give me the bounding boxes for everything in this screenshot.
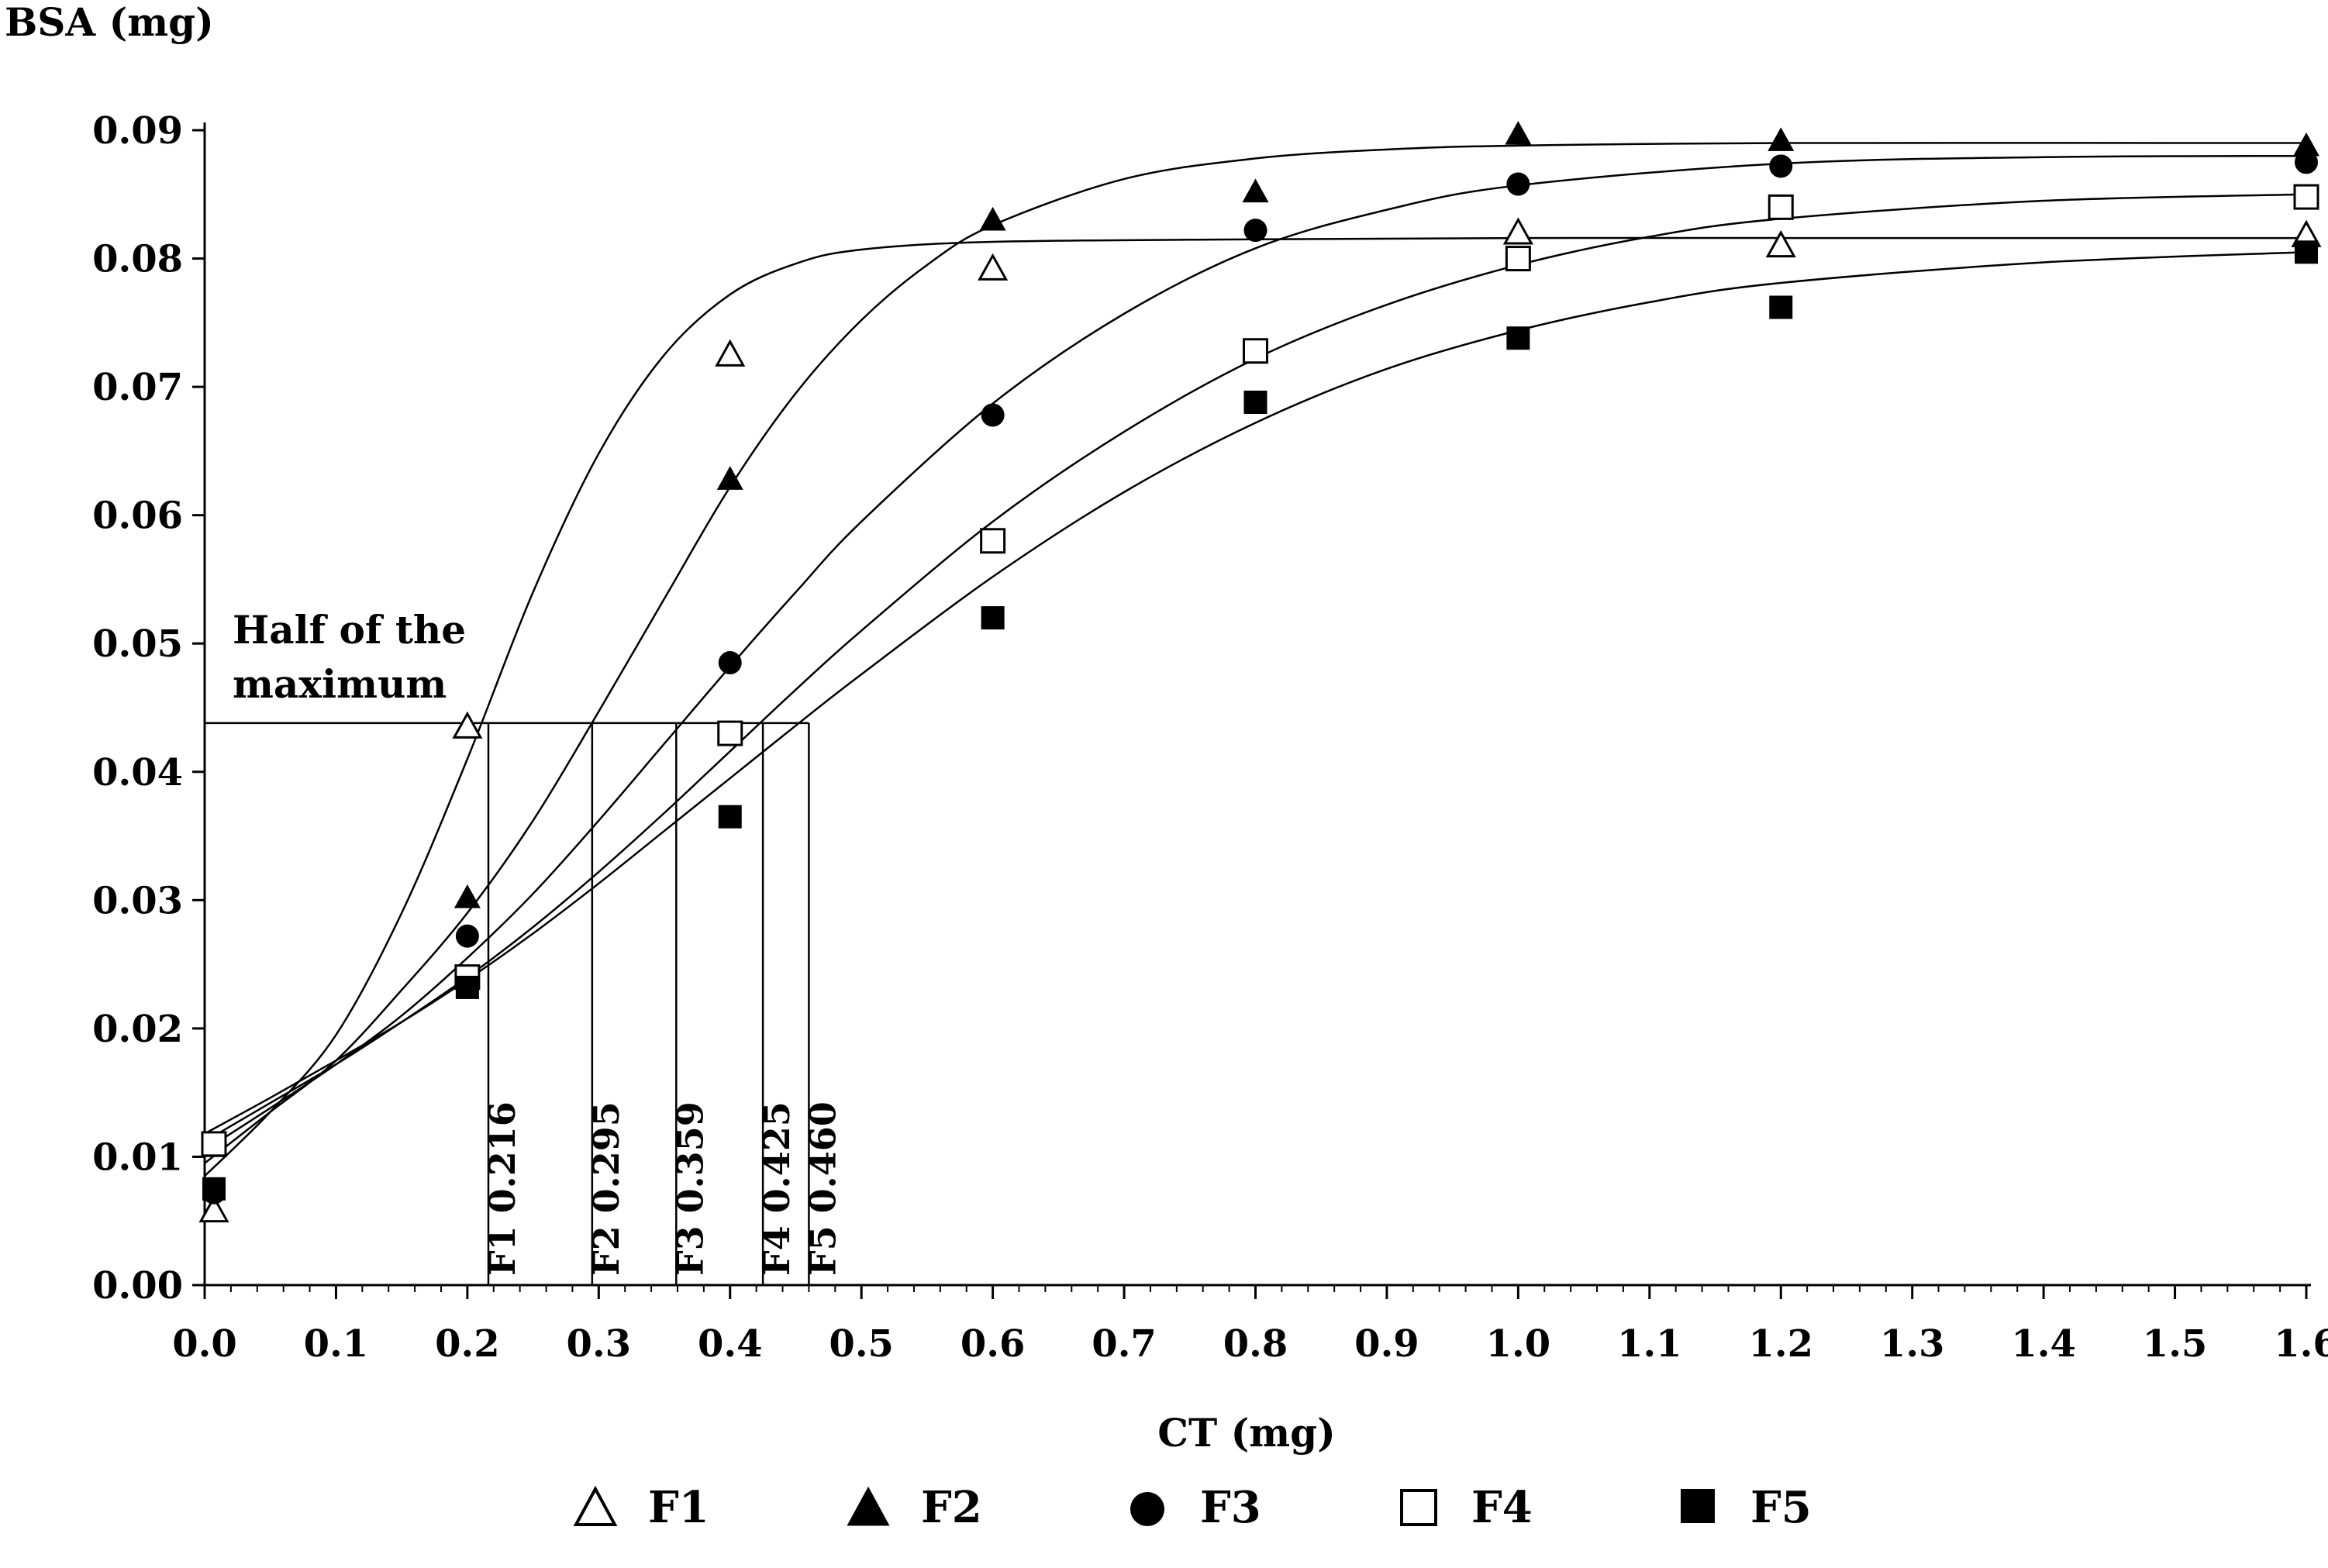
marker-f5 bbox=[718, 805, 742, 829]
y-tick-label: 0.05 bbox=[92, 622, 183, 666]
marker-f1 bbox=[452, 711, 483, 739]
fit-curve-f2 bbox=[204, 142, 2307, 1164]
marker-f1 bbox=[715, 339, 746, 367]
legend-label-f2: F2 bbox=[921, 1482, 982, 1533]
marker-f2 bbox=[454, 884, 481, 908]
legend: F1 F2 F3 F4 F5 bbox=[0, 1461, 2328, 1554]
x-tick-label: 1.4 bbox=[2011, 1322, 2076, 1366]
half-max-value-f1: F1 0.216 bbox=[481, 1101, 523, 1276]
half-max-label-line1: Half of the bbox=[233, 607, 466, 653]
chart-plot: 0.00 0.01 0.02 0.03 0.04 0.05 0.06 0.07 0.08 0.09… bbox=[5, 0, 2328, 1456]
legend-item-f2: F2 bbox=[845, 1461, 982, 1554]
open-square-icon bbox=[1400, 1489, 1437, 1526]
x-tick-label: 0.3 bbox=[567, 1322, 632, 1366]
marker-f2 bbox=[1242, 178, 1269, 203]
marker-f2 bbox=[2293, 132, 2319, 157]
x-tick-label: 1.1 bbox=[1617, 1322, 1682, 1366]
marker-f5 bbox=[455, 975, 479, 999]
x-tick-label: 0.6 bbox=[961, 1322, 1026, 1366]
marker-f3 bbox=[1506, 172, 1530, 196]
marker-f3 bbox=[2295, 150, 2318, 174]
marker-f3 bbox=[1769, 154, 1793, 178]
marker-f2 bbox=[716, 466, 743, 490]
legend-label-f5: F5 bbox=[1750, 1482, 1812, 1533]
marker-f1 bbox=[978, 253, 1009, 281]
marker-f1 bbox=[1502, 217, 1533, 245]
y-tick-label: 0.01 bbox=[92, 1136, 183, 1179]
y-axis-label: BSA (mg) bbox=[5, 0, 214, 45]
x-tick-label: 0.2 bbox=[435, 1322, 500, 1366]
legend-item-f1: F1 bbox=[572, 1461, 709, 1554]
filled-square-icon bbox=[1681, 1489, 1715, 1523]
legend-item-f3: F3 bbox=[1124, 1461, 1261, 1554]
axes: 0.00 0.01 0.02 0.03 0.04 0.05 0.06 0.07 0.08 0.09… bbox=[92, 109, 2328, 1366]
half-maximum-guides: F1 0.216 F2 0.295 F3 0.359 F4 0.425 F5 0.460 bbox=[205, 722, 843, 1285]
marker-f5 bbox=[1769, 295, 1793, 319]
marker-f2 bbox=[1768, 127, 1795, 151]
fit-curve-f1 bbox=[204, 236, 2306, 1177]
x-axis-label: CT (mg) bbox=[1157, 1410, 1336, 1456]
marker-f4 bbox=[980, 528, 1006, 554]
marker-f2 bbox=[1505, 120, 1532, 145]
marker-f4 bbox=[2293, 184, 2319, 210]
x-tick-label: 0.5 bbox=[829, 1322, 894, 1366]
half-max-value-f3: F3 0.359 bbox=[669, 1101, 711, 1276]
legend-item-f4: F4 bbox=[1395, 1461, 1533, 1554]
fit-curve-f4 bbox=[204, 193, 2307, 1142]
marker-f1 bbox=[198, 1194, 229, 1223]
legend-label-f3: F3 bbox=[1200, 1482, 1261, 1533]
x-tick-label: 1.0 bbox=[1486, 1322, 1551, 1366]
half-max-value-f5: F5 0.460 bbox=[802, 1101, 843, 1276]
open-triangle-icon bbox=[573, 1485, 618, 1526]
y-tick-label: 0.04 bbox=[92, 751, 183, 794]
x-tick-label: 1.3 bbox=[1880, 1322, 1945, 1366]
half-max-label-line2: maximum bbox=[233, 661, 447, 707]
x-tick-label: 0.7 bbox=[1092, 1322, 1157, 1366]
legend-item-f5: F5 bbox=[1674, 1461, 1812, 1554]
marker-f4 bbox=[1243, 338, 1268, 364]
fit-curve-f5 bbox=[204, 251, 2307, 1135]
fit-curve-f3 bbox=[204, 154, 2307, 1152]
legend-label-f1: F1 bbox=[648, 1482, 709, 1533]
marker-f4 bbox=[717, 720, 743, 746]
marker-f2 bbox=[979, 206, 1006, 231]
y-tick-label: 0.03 bbox=[92, 879, 183, 922]
x-tick-label: 0.9 bbox=[1354, 1322, 1419, 1366]
marker-f5 bbox=[981, 606, 1005, 630]
x-tick-label: 1.2 bbox=[1748, 1322, 1813, 1366]
marker-f3 bbox=[455, 924, 479, 948]
marker-f3 bbox=[981, 403, 1005, 427]
half-max-value-f4: F4 0.425 bbox=[756, 1101, 798, 1276]
marker-f5 bbox=[2295, 240, 2318, 264]
y-tick-label: 0.06 bbox=[92, 495, 183, 538]
marker-f5 bbox=[1243, 390, 1267, 414]
x-tick-label: 1.6 bbox=[2274, 1322, 2328, 1366]
fit-curves bbox=[204, 142, 2307, 1177]
marker-f5 bbox=[202, 1177, 226, 1201]
x-tick-label: 0.8 bbox=[1223, 1322, 1288, 1366]
y-tick-label: 0.02 bbox=[92, 1008, 183, 1051]
marker-f4 bbox=[1505, 246, 1531, 272]
marker-f3 bbox=[718, 651, 742, 675]
half-max-value-f2: F2 0.295 bbox=[585, 1101, 627, 1276]
x-tick-label: 0.1 bbox=[304, 1322, 369, 1366]
x-tick-label: 0.4 bbox=[698, 1322, 763, 1366]
data-markers bbox=[198, 120, 2322, 1223]
y-tick-label: 0.07 bbox=[92, 366, 183, 409]
x-tick-label: 0.0 bbox=[172, 1322, 237, 1366]
marker-f5 bbox=[1506, 326, 1530, 350]
y-tick-label: 0.08 bbox=[92, 238, 183, 281]
y-tick-label: 0.09 bbox=[92, 109, 183, 153]
filled-circle-icon bbox=[1130, 1492, 1164, 1526]
legend-label-f4: F4 bbox=[1471, 1482, 1533, 1533]
x-tick-label: 1.5 bbox=[2143, 1322, 2208, 1366]
marker-f4 bbox=[201, 1131, 227, 1157]
marker-f3 bbox=[1243, 219, 1267, 243]
marker-f4 bbox=[1768, 194, 1794, 220]
marker-f1 bbox=[1765, 229, 1796, 258]
filled-triangle-icon bbox=[847, 1486, 890, 1526]
y-tick-label: 0.00 bbox=[92, 1264, 183, 1308]
